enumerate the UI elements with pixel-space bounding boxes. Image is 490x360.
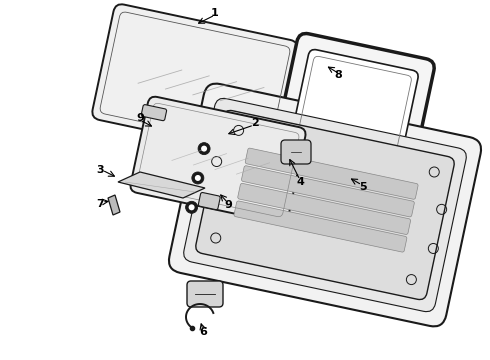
Text: 7: 7 bbox=[96, 199, 104, 209]
FancyBboxPatch shape bbox=[281, 140, 311, 164]
FancyBboxPatch shape bbox=[184, 98, 466, 312]
Polygon shape bbox=[118, 172, 205, 198]
Text: 8: 8 bbox=[334, 70, 342, 80]
Circle shape bbox=[195, 175, 201, 181]
Circle shape bbox=[201, 146, 207, 152]
Text: 9: 9 bbox=[136, 113, 144, 123]
Circle shape bbox=[198, 143, 210, 155]
FancyBboxPatch shape bbox=[196, 111, 454, 300]
Text: 3: 3 bbox=[96, 165, 104, 175]
Circle shape bbox=[186, 201, 197, 213]
Text: 4: 4 bbox=[296, 177, 304, 187]
FancyBboxPatch shape bbox=[234, 201, 407, 252]
FancyBboxPatch shape bbox=[198, 193, 220, 210]
Text: 5: 5 bbox=[359, 182, 367, 192]
FancyBboxPatch shape bbox=[141, 105, 167, 121]
Text: 2: 2 bbox=[251, 118, 259, 128]
Text: 6: 6 bbox=[199, 327, 207, 337]
Circle shape bbox=[192, 172, 204, 184]
Text: 1: 1 bbox=[211, 8, 219, 18]
FancyBboxPatch shape bbox=[169, 84, 481, 327]
FancyBboxPatch shape bbox=[92, 4, 297, 156]
Circle shape bbox=[189, 204, 195, 210]
Polygon shape bbox=[108, 195, 120, 215]
Text: 9: 9 bbox=[224, 200, 232, 210]
FancyBboxPatch shape bbox=[130, 97, 306, 223]
FancyBboxPatch shape bbox=[245, 148, 418, 199]
FancyBboxPatch shape bbox=[242, 166, 415, 217]
FancyBboxPatch shape bbox=[238, 183, 411, 234]
FancyBboxPatch shape bbox=[187, 281, 223, 307]
FancyBboxPatch shape bbox=[276, 33, 434, 176]
FancyBboxPatch shape bbox=[292, 50, 418, 161]
